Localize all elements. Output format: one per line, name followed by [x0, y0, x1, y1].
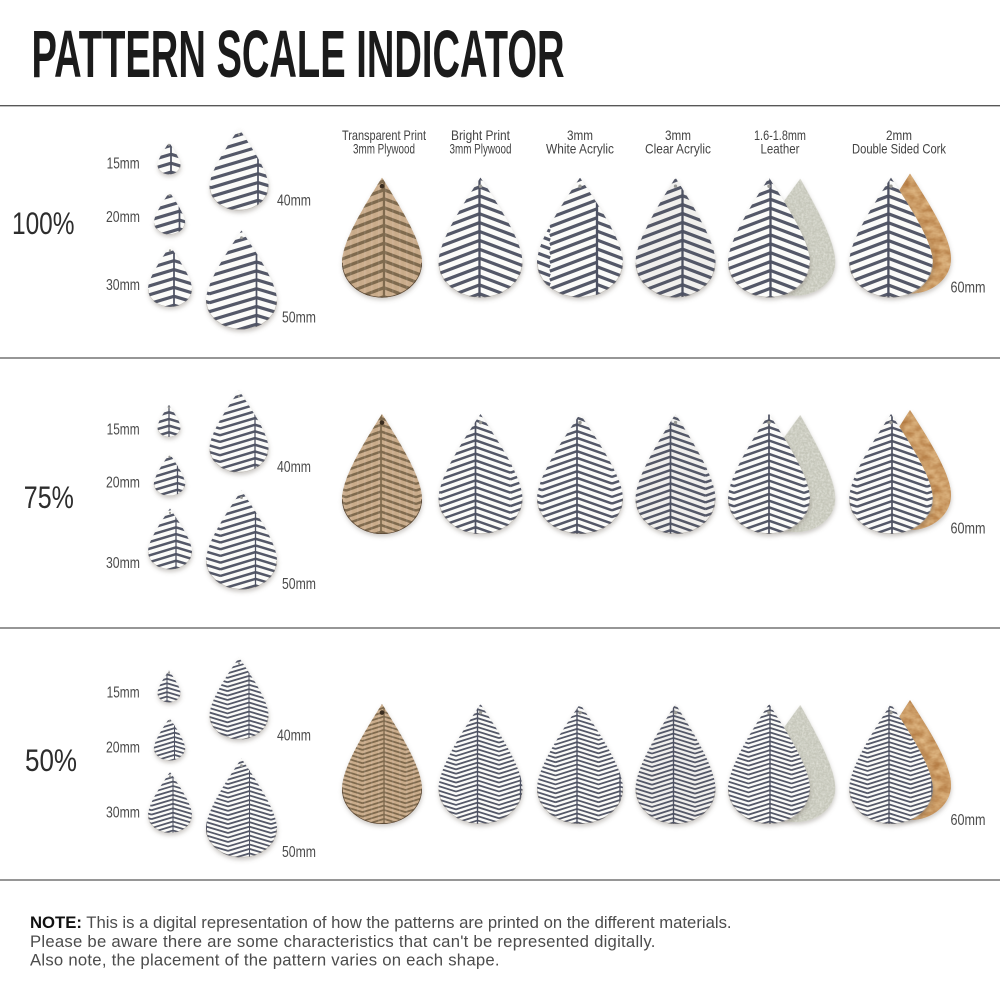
svg-text:3mm Plywood: 3mm Plywood	[450, 141, 512, 157]
svg-text:Bright Print: Bright Print	[451, 127, 510, 143]
svg-text:15mm: 15mm	[107, 156, 140, 173]
svg-text:40mm: 40mm	[277, 728, 311, 745]
svg-text:75%: 75%	[24, 479, 74, 515]
svg-text:Also note, the placement of th: Also note, the placement of the pattern …	[30, 951, 500, 970]
svg-text:Transparent Print: Transparent Print	[342, 127, 426, 143]
svg-text:60mm: 60mm	[951, 812, 986, 829]
svg-text:Please be aware there are some: Please be aware there are some character…	[30, 932, 656, 951]
svg-text:40mm: 40mm	[277, 193, 311, 210]
svg-text:3mm Plywood: 3mm Plywood	[353, 141, 415, 157]
svg-text:100%: 100%	[12, 205, 75, 241]
svg-text:Double Sided Cork: Double Sided Cork	[852, 141, 947, 157]
svg-text:1.6-1.8mm: 1.6-1.8mm	[754, 127, 806, 143]
svg-text:50mm: 50mm	[282, 844, 316, 861]
svg-text:50mm: 50mm	[282, 576, 316, 593]
svg-text:3mm: 3mm	[567, 127, 593, 143]
svg-text:15mm: 15mm	[107, 422, 140, 439]
svg-text:White Acrylic: White Acrylic	[546, 141, 614, 157]
svg-text:60mm: 60mm	[951, 521, 986, 538]
svg-text:60mm: 60mm	[951, 280, 986, 297]
svg-text:20mm: 20mm	[106, 209, 140, 226]
svg-text:40mm: 40mm	[277, 459, 311, 476]
svg-text:PATTERN SCALE INDICATOR: PATTERN SCALE INDICATOR	[32, 17, 565, 92]
svg-text:15mm: 15mm	[107, 685, 140, 702]
svg-text:2mm: 2mm	[886, 127, 912, 143]
svg-text:30mm: 30mm	[106, 277, 140, 294]
svg-text:20mm: 20mm	[106, 475, 140, 492]
svg-text:50mm: 50mm	[282, 310, 316, 327]
svg-text:3mm: 3mm	[665, 127, 691, 143]
svg-text:30mm: 30mm	[106, 805, 140, 822]
svg-text:30mm: 30mm	[106, 555, 140, 572]
svg-text:Leather: Leather	[761, 141, 800, 157]
svg-text:NOTE: This is a digital repres: NOTE: This is a digital representation o…	[30, 913, 732, 932]
svg-text:20mm: 20mm	[106, 740, 140, 757]
svg-text:Clear Acrylic: Clear Acrylic	[645, 141, 711, 157]
svg-text:50%: 50%	[25, 742, 77, 778]
